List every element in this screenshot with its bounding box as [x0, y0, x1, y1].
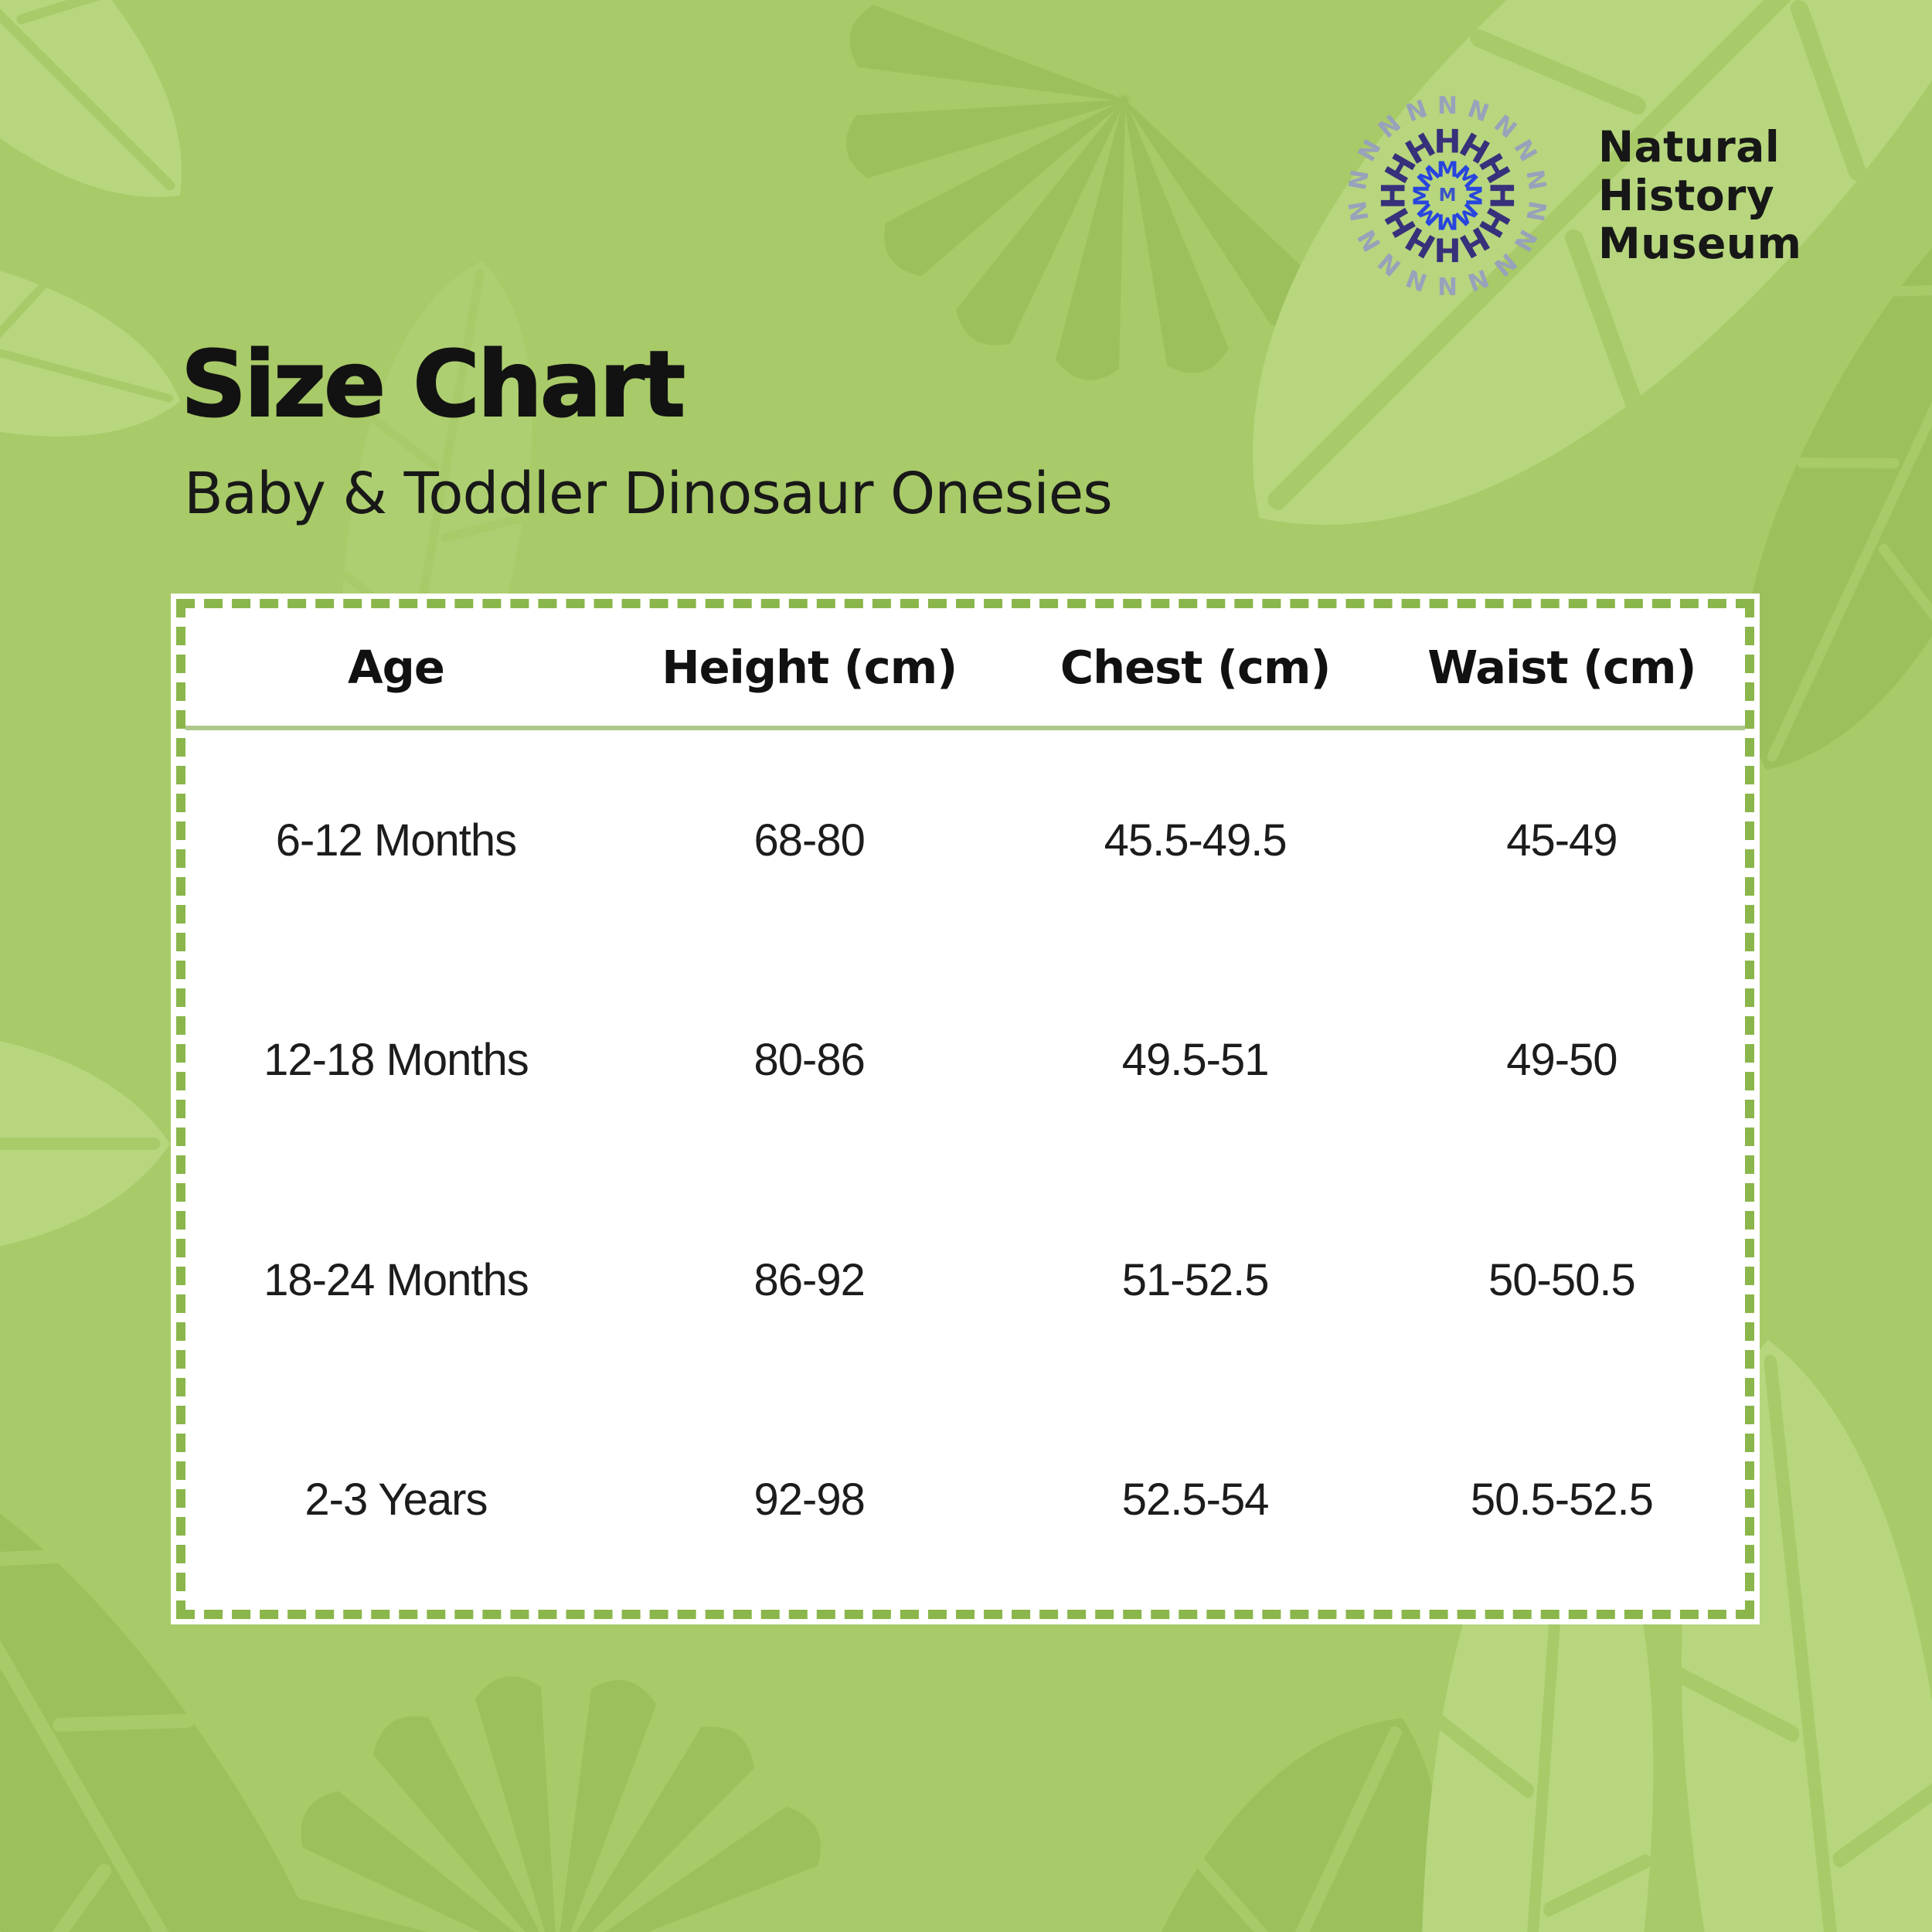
logo-ring-letter: N: [1403, 264, 1431, 297]
header-cell: Age: [347, 640, 445, 694]
table-cell: 51-52.5: [1121, 1254, 1270, 1305]
table-cell: 18-24 Months: [264, 1254, 529, 1305]
page-title: Size Chart: [180, 330, 686, 438]
logo-ring-letter: N: [1464, 95, 1492, 128]
table-cell: 68-80: [753, 815, 866, 866]
table-row: 2-3 Years 92-98 52.5-54 50.5-52.5: [185, 1390, 1745, 1611]
logo-ring-letter: M: [1409, 185, 1434, 206]
logo-ring-letter: H: [1375, 182, 1413, 209]
logo-ring-letter: N: [1403, 95, 1431, 128]
logo-ring-letter: H: [1434, 123, 1461, 161]
header-separator: [185, 726, 1745, 730]
logo-ring-letter: N: [1344, 168, 1375, 192]
table-cell: 45.5-49.5: [1104, 815, 1287, 866]
logo-ring-letter: M: [1437, 157, 1458, 182]
table-cell: 80-86: [753, 1035, 866, 1086]
table-cell: 92-98: [753, 1475, 866, 1526]
table-row: 12-18 Months 80-86 49.5-51 49-50: [185, 951, 1745, 1171]
logo-ring-letter: N: [1344, 199, 1375, 223]
page-subtitle: Baby & Toddler Dinosaur Onesies: [184, 461, 1113, 527]
table-cell: 6-12 Months: [275, 815, 517, 866]
logo-ring-letter: N: [1508, 135, 1542, 166]
nhm-wordmark: Natural History Museum: [1598, 123, 1801, 268]
table-cell: 45-49: [1506, 815, 1617, 866]
wordmark-line: History: [1598, 170, 1775, 220]
size-table-header-row: Age Height (cm) Chest (cm) Waist (cm): [185, 608, 1745, 726]
table-cell: 86-92: [753, 1254, 866, 1305]
logo-ring-letter: H: [1434, 231, 1461, 269]
size-table: Age Height (cm) Chest (cm) Waist (cm) 6-12 …: [176, 599, 1754, 1619]
table-cell: 2-3 Years: [304, 1475, 488, 1526]
logo-ring-letter: N: [1520, 199, 1551, 223]
wordmark-line: Natural: [1598, 121, 1781, 172]
logo-ring-letter: N: [1352, 135, 1386, 166]
logo-ring-letter: H: [1483, 182, 1521, 209]
table-cell: 50.5-52.5: [1470, 1475, 1654, 1526]
logo-ring-letter: N: [1520, 168, 1551, 192]
table-cell: 52.5-54: [1121, 1475, 1270, 1526]
logo-ring-letter: N: [1352, 225, 1386, 256]
table-row: 18-24 Months 86-92 51-52.5 50-50.5: [185, 1170, 1745, 1390]
table-row: 6-12 Months 68-80 45.5-49.5 45-49: [185, 730, 1745, 951]
logo-ring-letter: N: [1437, 271, 1458, 299]
logo-ring-letter: M: [1439, 185, 1457, 206]
logo-ring-letter: N: [1464, 264, 1492, 297]
wordmark-line: Museum: [1598, 219, 1802, 269]
logo-ring-letter: M: [1437, 209, 1458, 235]
logo-ring-letter: M: [1461, 185, 1487, 206]
table-cell: 12-18 Months: [264, 1035, 529, 1086]
header-cell: Height (cm): [662, 640, 957, 694]
header-cell: Waist (cm): [1427, 640, 1696, 694]
size-table-body: 6-12 Months 68-80 45.5-49.5 45-49 12-18 Mont…: [185, 730, 1745, 1610]
logo-ring-letter: N: [1437, 92, 1458, 120]
header-cell: Chest (cm): [1060, 640, 1332, 694]
table-cell: 50-50.5: [1488, 1254, 1636, 1305]
table-cell: 49.5-51: [1121, 1035, 1270, 1086]
logo-ring-letter: N: [1508, 225, 1542, 256]
table-cell: 49-50: [1506, 1035, 1617, 1086]
